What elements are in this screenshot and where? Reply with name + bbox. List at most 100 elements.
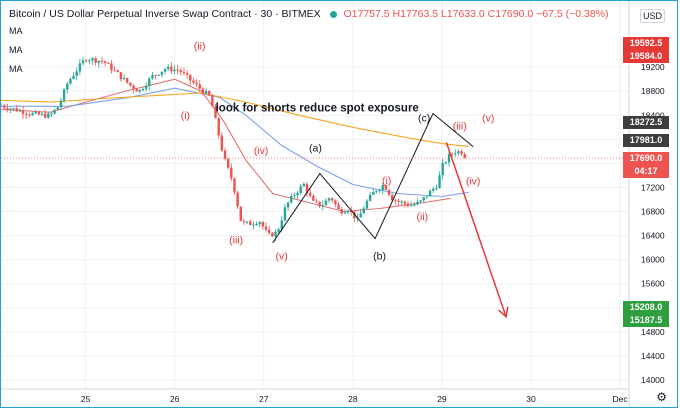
candle-body	[1, 105, 3, 107]
x-tick-label: 27	[259, 394, 269, 404]
wave-label: (iii)	[229, 234, 243, 246]
ma-label-3[interactable]: MA	[9, 64, 23, 74]
candle-body	[432, 188, 435, 191]
candle-body	[100, 60, 104, 62]
candle-body	[157, 74, 160, 76]
candle-body	[40, 113, 44, 115]
candle-body	[138, 89, 142, 92]
drawings	[1, 112, 629, 319]
candle-body	[362, 208, 366, 214]
candle-body	[261, 222, 265, 227]
candle-body	[170, 66, 173, 72]
candle-body	[299, 186, 302, 193]
candle-body	[214, 106, 217, 119]
candle-body	[337, 204, 340, 210]
candle-body	[122, 77, 126, 80]
candle-body	[394, 200, 397, 202]
y-tick-label: 17200	[641, 182, 665, 192]
candle-body	[296, 192, 299, 196]
candle-body	[198, 84, 201, 89]
candle-body	[255, 224, 258, 226]
candle-body	[176, 69, 179, 71]
candle-body	[110, 63, 113, 71]
candle-body	[84, 60, 88, 62]
symbol-title[interactable]: Bitcoin / US Dollar Perpetual Inverse Sw…	[9, 8, 321, 20]
candle-body	[223, 150, 227, 159]
candle-body	[119, 72, 123, 80]
candle-body	[107, 62, 110, 64]
candle-body	[125, 77, 129, 83]
y-tick-label: 19200	[641, 62, 665, 72]
candle-body	[217, 118, 220, 136]
wave-label: (iii)	[453, 121, 467, 133]
candle-body	[416, 201, 419, 205]
candle-body	[88, 60, 91, 62]
y-tick-label: 16400	[641, 231, 665, 241]
settings-gear-icon[interactable]: ⚙	[656, 390, 667, 404]
candle-body	[312, 195, 315, 201]
price-label: 18272.5	[623, 116, 669, 130]
candle-body	[293, 195, 296, 197]
x-tick-label: 28	[348, 394, 358, 404]
candle-body	[182, 72, 186, 74]
candle-body	[252, 224, 255, 226]
price-label: 19584.0	[623, 50, 669, 64]
wave-label: (ii)	[194, 41, 206, 53]
candle-body	[349, 210, 353, 212]
candle-body	[160, 71, 164, 75]
candle-body	[400, 201, 403, 203]
candle-body	[359, 213, 362, 218]
candle-body	[375, 190, 378, 193]
currency-selector[interactable]: USD	[639, 9, 665, 23]
price-label: 17690.0	[623, 151, 669, 165]
ma-line-3	[1, 92, 469, 148]
candle-body	[59, 100, 63, 108]
ma-line-2	[1, 87, 469, 198]
candle-body	[62, 89, 66, 101]
candle-body	[381, 185, 384, 190]
y-tick-label: 14800	[641, 327, 665, 337]
candle-body	[236, 192, 239, 207]
candle-body	[204, 90, 208, 94]
candle-body	[327, 198, 331, 201]
candle-body	[173, 69, 176, 72]
candle-body	[81, 60, 85, 64]
candle-body	[454, 153, 457, 155]
candle-body	[103, 61, 107, 63]
candle-body	[334, 200, 337, 205]
grid-lines	[1, 1, 629, 389]
candle-body	[50, 113, 53, 115]
candle-body	[258, 222, 261, 225]
candle-body	[365, 200, 369, 209]
candle-body	[129, 82, 132, 86]
candle-body	[31, 113, 34, 116]
candle-body	[69, 78, 72, 84]
candle-body	[113, 70, 116, 72]
moving-averages	[1, 78, 469, 213]
candle-body	[195, 82, 198, 85]
candle-body	[132, 85, 135, 89]
candle-body	[425, 196, 429, 198]
candle-body	[34, 111, 37, 114]
candle-body	[189, 74, 192, 81]
candle-body	[220, 135, 224, 151]
candle-body	[441, 162, 444, 176]
candle-body	[428, 190, 432, 197]
candle-body	[2, 105, 6, 108]
wave-label: (iv)	[466, 175, 481, 187]
down-arrow-head-icon	[498, 306, 509, 319]
ma-label-1[interactable]: MA	[9, 26, 23, 36]
chart-note: look for shorts reduce spot exposure	[216, 103, 419, 115]
candle-body	[9, 108, 12, 110]
candle-body	[372, 192, 375, 195]
candle-body	[25, 114, 28, 116]
x-tick-label: 29	[437, 394, 447, 404]
wave-labels: look for shorts reduce spot exposure (ii)…	[181, 41, 495, 263]
ma-label-2[interactable]: MA	[9, 45, 23, 55]
x-tick-label: Dec	[613, 394, 629, 404]
candle-body	[97, 60, 101, 63]
candle-body	[435, 188, 438, 190]
candle-body	[91, 58, 94, 61]
candle-body	[47, 113, 50, 118]
